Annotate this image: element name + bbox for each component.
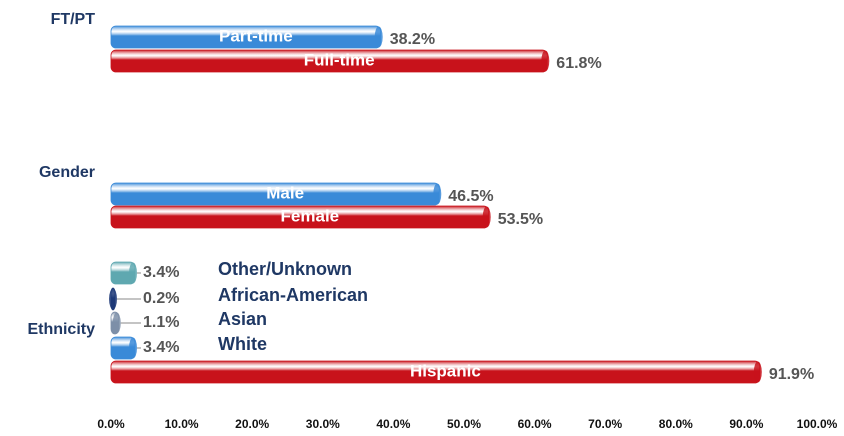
x-tick-label: 20.0%	[235, 417, 269, 431]
x-tick-label: 80.0%	[659, 417, 693, 431]
value-label: 61.8%	[556, 55, 601, 72]
bar-cap	[433, 183, 442, 205]
x-tick-label: 60.0%	[518, 417, 552, 431]
bar-cap	[129, 337, 138, 359]
x-tick-label: 90.0%	[729, 417, 763, 431]
bar-cap	[753, 361, 762, 383]
value-label: 91.9%	[769, 366, 814, 383]
bar-name: Asian	[218, 309, 267, 329]
x-tick-label: 40.0%	[376, 417, 410, 431]
group-label: Gender	[39, 164, 95, 181]
x-tick-label: 0.0%	[97, 417, 125, 431]
value-label: 38.2%	[390, 31, 435, 48]
bar-cap	[129, 262, 138, 284]
bar-name: Male	[266, 183, 304, 202]
bar-name: Hispanic	[410, 361, 481, 380]
value-label: 3.4%	[143, 339, 179, 356]
bar-name: Part-time	[219, 26, 293, 45]
group-label: FT/PT	[51, 11, 96, 28]
bar-cap	[374, 26, 383, 48]
x-tick-label: 30.0%	[306, 417, 340, 431]
x-tick-label: 70.0%	[588, 417, 622, 431]
value-label: 0.2%	[143, 290, 179, 307]
x-tick-label: 100.0%	[797, 417, 838, 431]
bar-name: Full-time	[304, 50, 375, 69]
value-label: 53.5%	[498, 211, 543, 228]
x-tick-label: 10.0%	[165, 417, 199, 431]
bar-cap	[112, 312, 121, 334]
bar-cap	[541, 50, 550, 72]
value-label: 1.1%	[143, 314, 179, 331]
bar-cap	[482, 206, 491, 228]
bar-name: Female	[281, 206, 340, 225]
x-tick-label: 50.0%	[447, 417, 481, 431]
group-label: Ethnicity	[27, 321, 95, 338]
bar-name: African-American	[218, 285, 368, 305]
value-label: 46.5%	[448, 188, 493, 205]
bar-cap	[109, 288, 117, 310]
value-label: 3.4%	[143, 264, 179, 281]
bar-name: White	[218, 334, 267, 354]
bar-name: Other/Unknown	[218, 259, 352, 279]
